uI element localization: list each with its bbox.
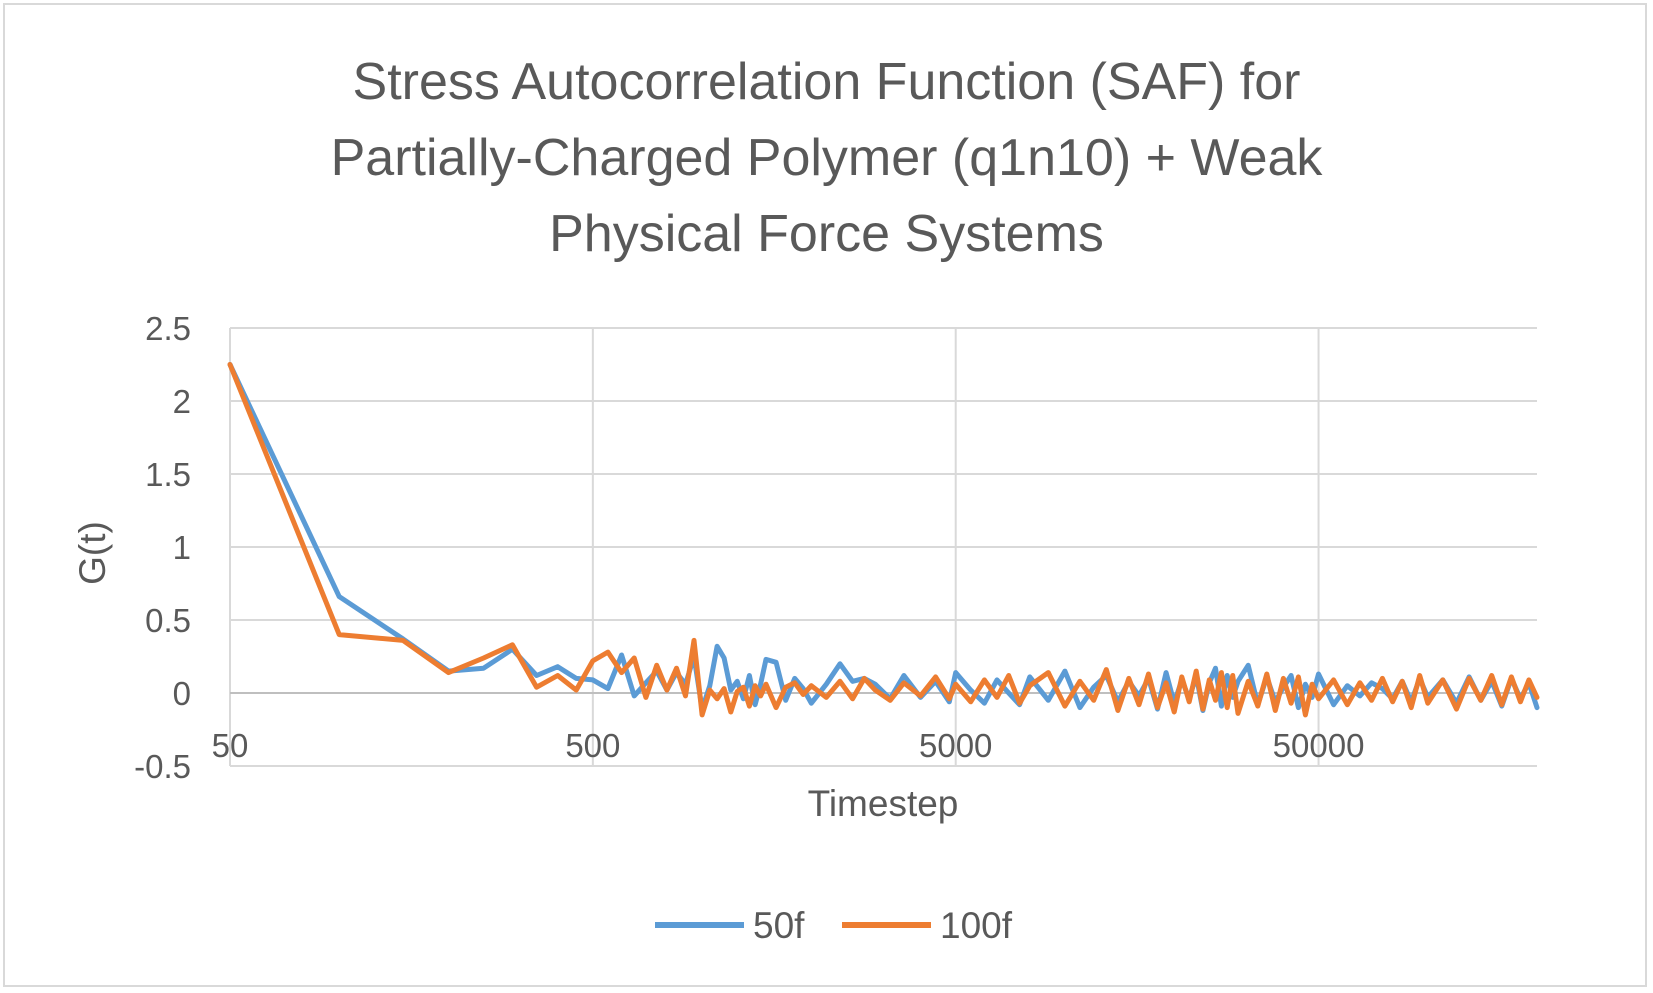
x-tick-label: 5000 (919, 727, 992, 764)
legend-label-50f: 50f (753, 905, 805, 946)
x-tick-label: 500 (565, 727, 620, 764)
y-tick-label: 2.5 (145, 310, 191, 347)
legend: 50f 100f (655, 905, 1013, 946)
legend-label-100f: 100f (940, 905, 1013, 946)
series-layer (227, 362, 1540, 718)
chart-title: Stress Autocorrelation Function (SAF) fo… (0, 44, 1653, 272)
x-tick-label: 50000 (1273, 727, 1365, 764)
tick-label-layer: -0.5 0 0.5 1 1.5 2 2.5 50 500 5000 50000 (134, 310, 1364, 785)
chart-frame (3, 3, 1647, 987)
x-axis-title: Timestep (808, 783, 959, 824)
y-tick-label: 0.5 (145, 602, 191, 639)
grid-layer (230, 327, 1537, 767)
y-tick-label: -0.5 (134, 748, 191, 785)
chart-title-line-1: Stress Autocorrelation Function (SAF) fo… (352, 53, 1301, 111)
y-tick-label: 1.5 (145, 456, 191, 493)
series-line-100f (227, 362, 1540, 718)
y-axis-title: G(t) (72, 521, 113, 585)
y-tick-label: 2 (173, 383, 191, 420)
chart-title-line-3: Physical Force Systems (549, 205, 1104, 263)
x-tick-label: 50 (212, 727, 249, 764)
y-tick-label: 0 (173, 675, 191, 712)
chart-title-line-2: Partially-Charged Polymer (q1n10) + Weak (330, 129, 1323, 187)
y-tick-label: 1 (173, 529, 191, 566)
